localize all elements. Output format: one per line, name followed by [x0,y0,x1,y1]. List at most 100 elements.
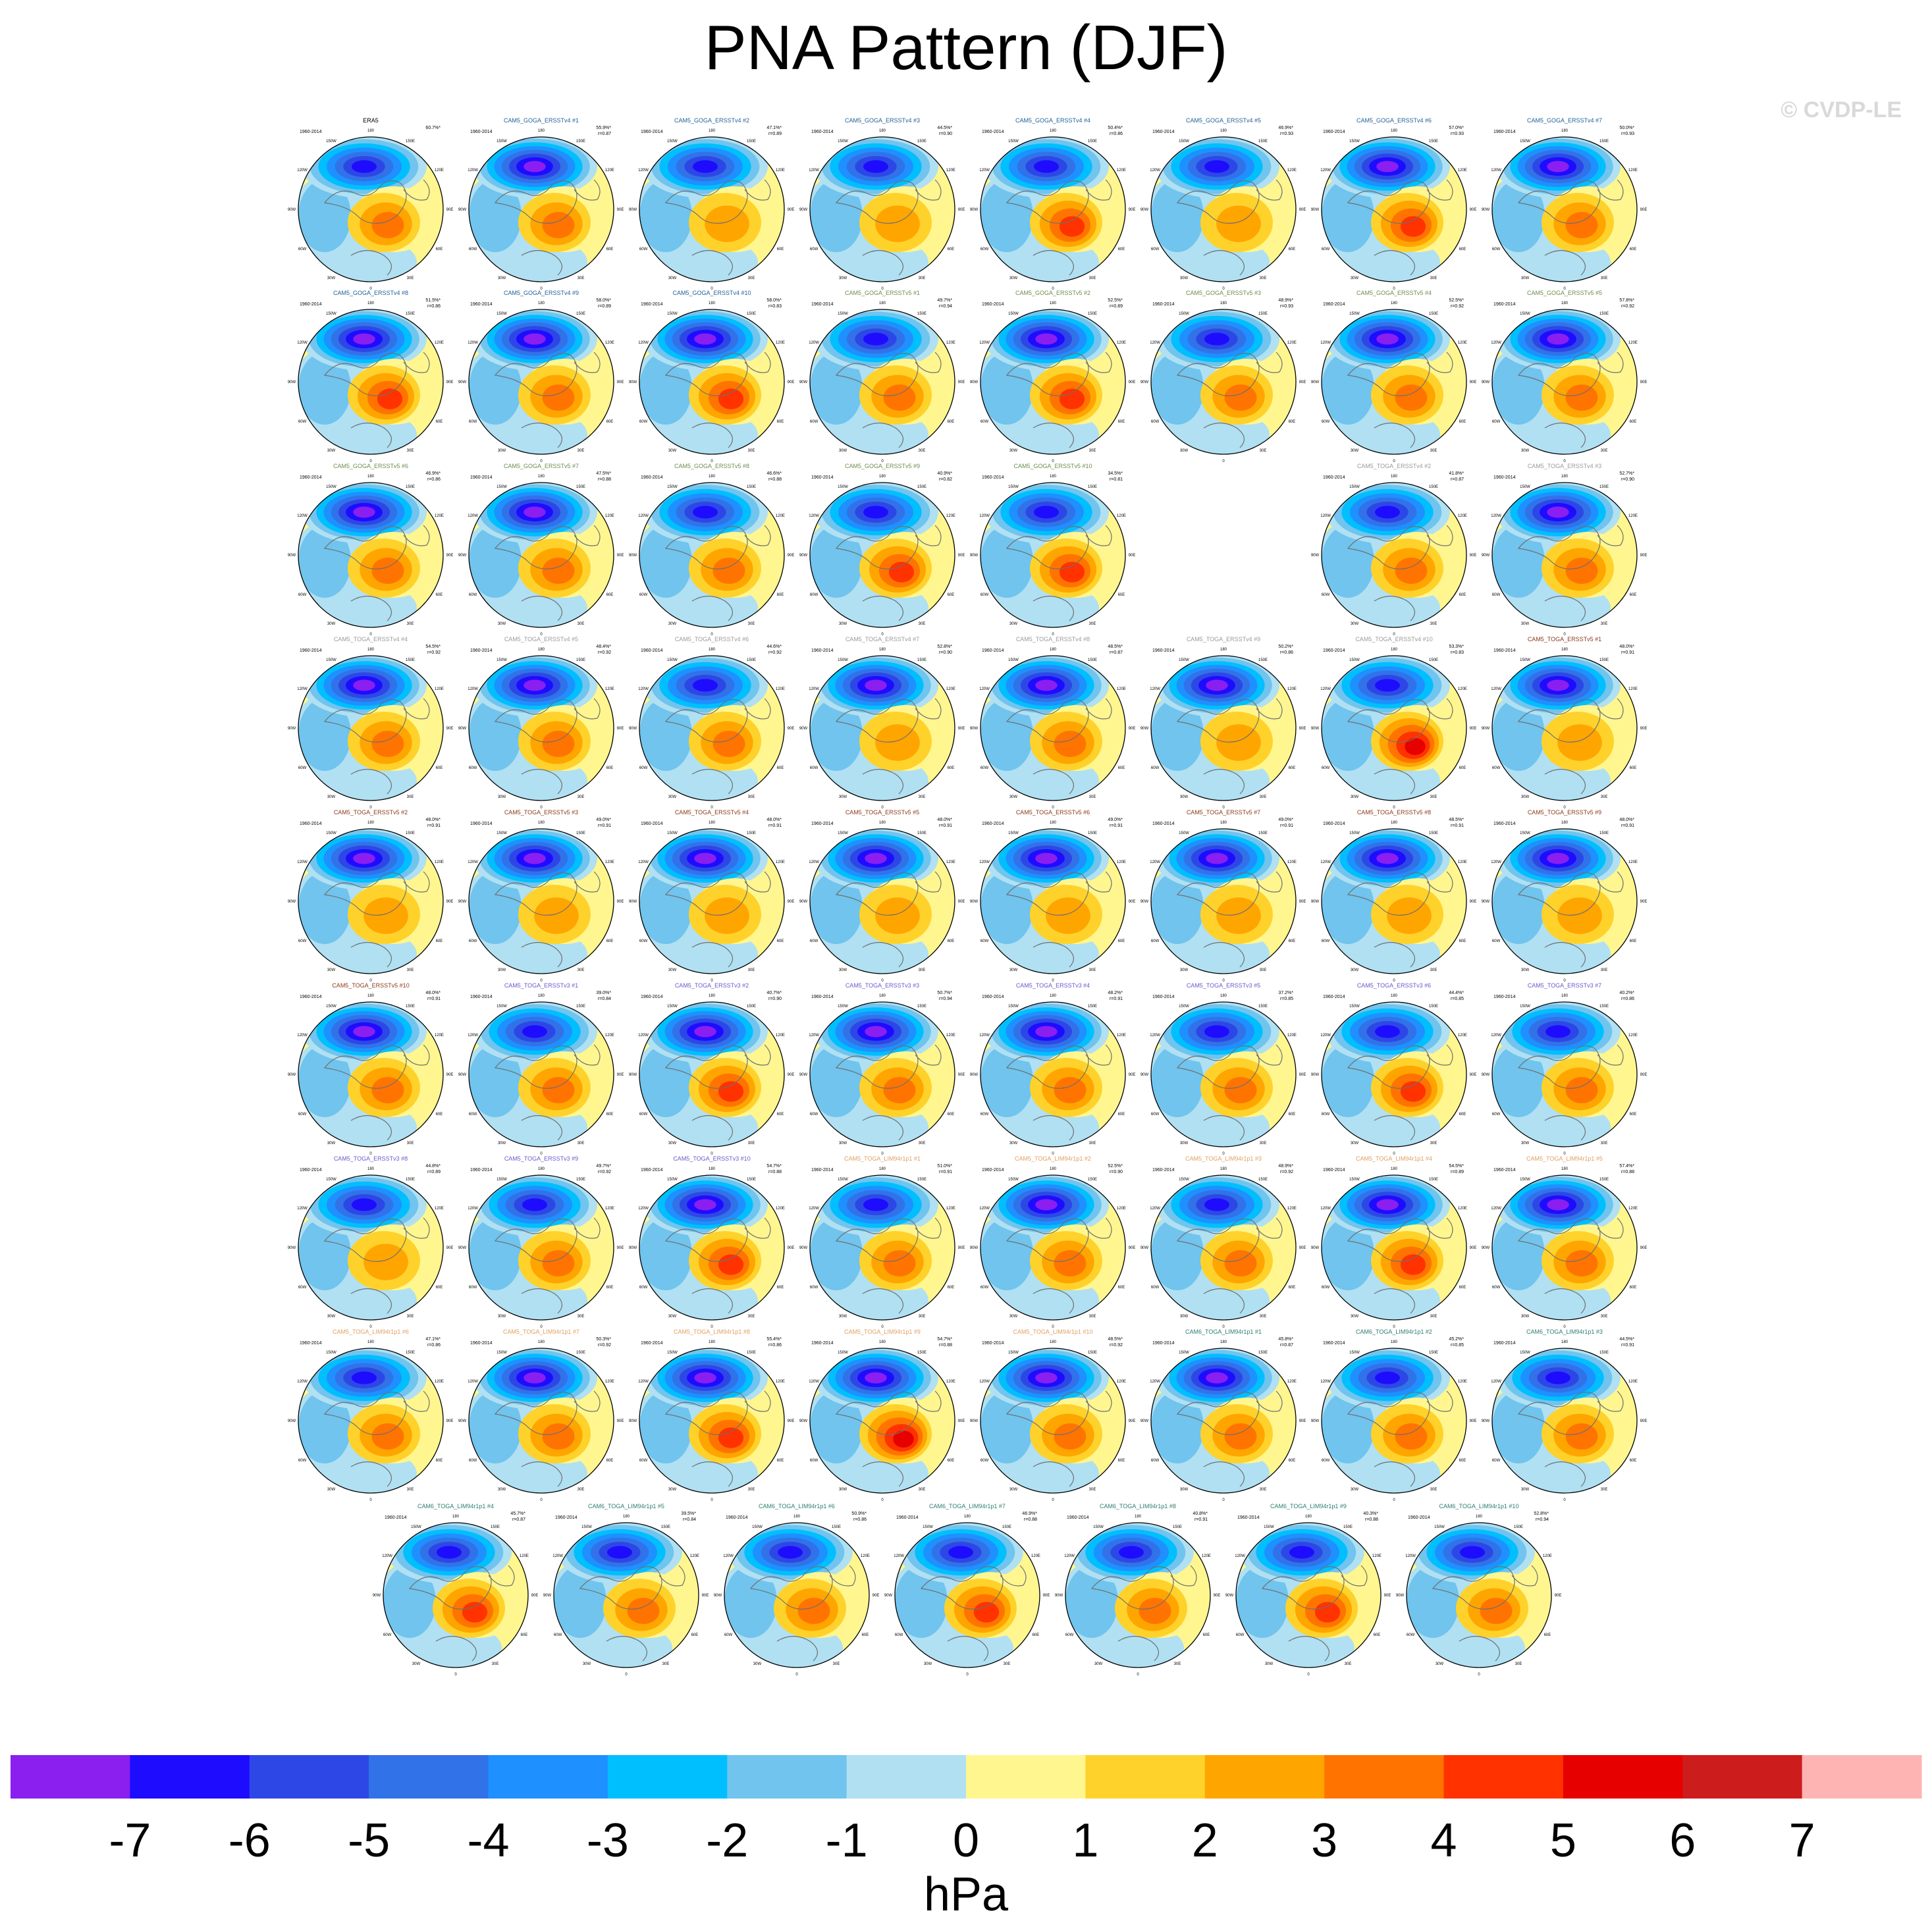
coastline [1085,1217,1112,1239]
longitude-label: 30E [1430,1142,1437,1145]
longitude-label: 150E [576,140,585,144]
coastline [403,698,430,720]
map-boundary [1491,482,1638,628]
map-boundary [809,309,955,455]
longitude-label: 150E [406,1351,415,1355]
colorbar-swatch [727,1755,847,1799]
coastline [1374,941,1415,968]
field-negative-region [639,698,692,771]
longitude-label: 60E [436,248,443,251]
longitude-label: 180 [879,129,886,133]
panel-variance-pct: 50.9%* [851,1512,867,1516]
longitude-label: 0 [1393,460,1395,463]
field-high-contour [1139,1598,1171,1624]
coastline [1426,525,1453,546]
longitude-label: 0 [1393,806,1395,810]
field-low-contour [352,1198,377,1211]
longitude-label: 120E [1458,514,1467,518]
panel-variance-pct: 51.5%* [425,298,441,303]
longitude-label: 150E [1599,1351,1609,1355]
panel-title: CAM5_TOGA_ERSSTv3 #3 [845,982,919,989]
longitude-label: 0 [1393,1152,1395,1156]
colorbar-swatch [1682,1755,1803,1799]
field-low-contour [1375,1025,1400,1038]
coastline [664,1219,748,1262]
field-negative-region [980,698,1033,771]
longitude-label: 0 [1563,460,1566,463]
field-high-contour [627,1598,660,1624]
map-field [1151,309,1296,454]
field-high-contour [973,1602,1000,1623]
longitude-label: 120W [1491,1380,1501,1384]
longitude-label: 30E [748,1142,755,1145]
longitude-label: 90W [1482,727,1490,731]
longitude-label: 30E [1601,449,1608,453]
map-field [1492,1175,1637,1320]
longitude-label: 30W [1351,449,1359,453]
longitude-label: 90W [629,1073,637,1077]
longitude-label: 60E [948,593,955,597]
panel-period: 1960-2014 [555,1515,577,1520]
map-boundary [468,1174,614,1321]
map-boundary [1491,1348,1638,1494]
longitude-label: 30W [412,1662,421,1666]
panel-title: CAM5_GOGA_ERSSTv4 #7 [1527,117,1602,124]
field-high-contour [1387,897,1432,934]
longitude-label: 120E [605,860,614,864]
longitude-label: 60W [639,939,648,943]
panel-title: CAM5_GOGA_ERSSTv5 #3 [1186,290,1261,296]
longitude-label: 150E [1088,1005,1097,1009]
field-low-contour [1034,506,1059,519]
field-negative-region [298,698,351,771]
longitude-label: 60W [1236,1633,1245,1637]
coastline [1085,1044,1112,1066]
longitude-label: 30E [919,1315,926,1319]
map-field [1151,1175,1296,1320]
panel-variance-pct: 46.9%* [1278,126,1293,130]
colorbar-swatch [1802,1755,1922,1799]
panel-title: CAM5_TOGA_LIM94r1p1 #10 [1013,1328,1093,1335]
panel-variance-pct: 52.8%* [1534,1512,1549,1516]
panel-pattern-corr: r=0.92 [598,650,611,655]
map-field [1322,137,1466,282]
longitude-label: 30W [1351,1488,1359,1492]
longitude-label: 120E [1458,341,1467,345]
longitude-label: 30E [748,795,755,799]
longitude-label: 60W [1151,1286,1160,1290]
panel-period: 1960-2014 [641,822,663,826]
longitude-label: 30E [1601,276,1608,280]
panel-period: 1960-2014 [470,822,493,826]
panel-variance-pct: 48.2%* [1108,991,1123,995]
coastline [1085,525,1112,546]
longitude-label: 60E [777,1286,784,1290]
field-high-contour [1565,558,1598,584]
longitude-label: 150E [1258,1178,1268,1182]
map-boundary [298,482,444,628]
field-high-contour [371,212,404,238]
coastline [1006,1045,1089,1089]
panel-title: CAM5_TOGA_ERSSTv3 #10 [673,1155,750,1162]
longitude-label: 180 [538,994,545,998]
longitude-label: 30E [577,968,585,972]
longitude-label: 30W [498,276,506,280]
longitude-label: 30W [498,968,506,972]
map-field [298,1348,443,1493]
panel-period: 1960-2014 [1152,130,1175,134]
longitude-label: 150W [326,140,336,144]
longitude-label: 60E [1630,1459,1637,1463]
longitude-label: 30W [839,276,847,280]
panel-variance-pct: 58.0%* [596,298,611,303]
longitude-label: 30E [748,276,755,280]
coastline [1347,1219,1430,1262]
longitude-label: 30E [748,1488,755,1492]
longitude-label: 0 [1393,287,1395,291]
panel-period: 1960-2014 [1493,1341,1516,1346]
map-field [1492,309,1637,454]
panel-title: CAM5_GOGA_ERSSTv4 #1 [504,117,579,124]
map-boundary [639,655,785,801]
longitude-label: 90E [1640,208,1648,212]
coastline [494,353,577,396]
